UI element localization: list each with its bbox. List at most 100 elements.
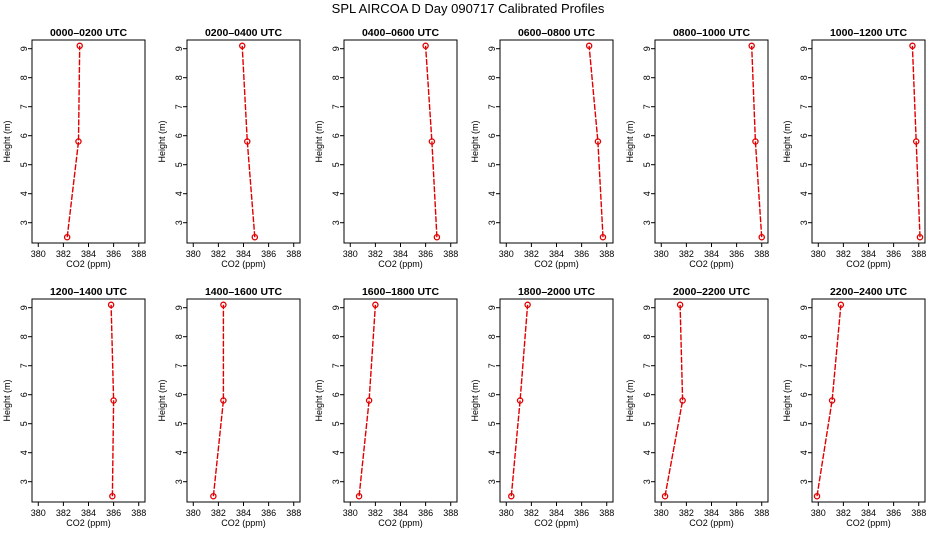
y-tick-label: 6 [19, 133, 29, 138]
plot-frame [654, 298, 769, 503]
x-tick-label: 384 [81, 249, 96, 259]
panel-title: 0400–0600 UTC [362, 27, 439, 39]
y-tick-label: 4 [331, 191, 341, 196]
y-tick-label: 8 [19, 75, 29, 80]
y-tick-label: 3 [19, 479, 29, 484]
profile-panel: 0600–0800 UTC 380 382 384 386 388 3 4 5 6 7 8 9 CO2 (… [470, 27, 614, 269]
x-tick-label: 388 [131, 508, 146, 518]
y-tick-label: 7 [487, 363, 497, 368]
panel-title: 0200–0400 UTC [205, 27, 282, 39]
x-tick-label: 382 [836, 508, 851, 518]
panel-title: 1000–1200 UTC [830, 27, 907, 39]
x-tick-label: 380 [654, 508, 669, 518]
x-axis-label: CO2 (ppm) [66, 518, 111, 528]
y-tick-label: 5 [19, 162, 29, 167]
y-tick-label: 6 [19, 392, 29, 397]
y-tick-label: 6 [487, 133, 497, 138]
x-tick-label: 386 [729, 249, 744, 259]
x-tick-label: 380 [499, 249, 514, 259]
y-tick-label: 3 [487, 479, 497, 484]
profile-panel: 0400–0600 UTC 380 382 384 386 388 3 4 5 6 7 8 9 CO2 (… [314, 27, 458, 269]
profile-line [212, 304, 225, 497]
profile-panel: 1400–1600 UTC 380 382 384 386 388 3 4 5 6 7 8 9 CO2 (… [157, 286, 301, 528]
x-tick-label: 388 [443, 249, 458, 259]
y-tick-label: 6 [331, 133, 341, 138]
y-tick-label: 9 [487, 305, 497, 310]
y-tick-label: 3 [331, 220, 341, 225]
y-tick-label: 4 [642, 450, 652, 455]
profile-line [664, 304, 684, 497]
x-tick-label: 380 [811, 249, 826, 259]
profile-point [110, 397, 117, 404]
y-tick-label: 4 [799, 191, 809, 196]
x-tick-label: 384 [549, 508, 564, 518]
x-tick-label: 382 [836, 249, 851, 259]
y-axis-label: Height (m) [782, 379, 792, 421]
y-tick-label: 9 [642, 305, 652, 310]
profile-point [244, 138, 251, 145]
y-tick-label: 8 [331, 334, 341, 339]
panel-title: 2000–2200 UTC [673, 286, 750, 298]
x-tick-label: 386 [418, 508, 433, 518]
y-tick-label: 5 [799, 162, 809, 167]
x-axis-label: CO2 (ppm) [378, 259, 423, 269]
x-tick-label: 384 [549, 249, 564, 259]
y-tick-label: 4 [174, 450, 184, 455]
x-tick-label: 384 [704, 249, 719, 259]
y-tick-label: 5 [487, 421, 497, 426]
y-tick-label: 4 [331, 450, 341, 455]
y-axis-label: Height (m) [2, 120, 12, 162]
x-tick-label: 386 [261, 508, 276, 518]
y-tick-label: 4 [487, 191, 497, 196]
y-tick-label: 8 [19, 334, 29, 339]
plot-frame [31, 298, 146, 503]
y-tick-label: 8 [487, 334, 497, 339]
x-tick-label: 386 [261, 249, 276, 259]
x-tick-label: 382 [368, 249, 383, 259]
y-tick-label: 8 [642, 75, 652, 80]
profile-point [837, 301, 845, 309]
profile-point [63, 233, 71, 241]
profile-line [424, 45, 438, 238]
profile-point [909, 42, 916, 50]
profile-line [241, 45, 256, 238]
y-tick-label: 5 [487, 162, 497, 167]
y-axis-label: Height (m) [2, 379, 12, 421]
y-tick-label: 7 [799, 104, 809, 109]
profile-point [372, 301, 379, 309]
y-tick-label: 3 [799, 479, 809, 484]
y-tick-label: 9 [174, 305, 184, 310]
profile-panel: 1200–1400 UTC 380 382 384 386 388 3 4 5 6 7 8 9 CO2 (… [2, 286, 146, 528]
y-tick-label: 9 [487, 46, 497, 51]
profile-line [110, 304, 115, 497]
x-axis-label: CO2 (ppm) [221, 518, 266, 528]
plot-frame [343, 39, 458, 244]
y-tick-label: 5 [174, 421, 184, 426]
y-tick-label: 7 [331, 104, 341, 109]
profile-point [109, 492, 116, 500]
profile-panel: 0000–0200 UTC 380 382 384 386 388 3 4 5 6 7 8 9 CO2 (… [2, 27, 146, 269]
y-tick-label: 9 [331, 46, 341, 51]
profile-point [912, 138, 920, 145]
x-tick-label: 380 [31, 249, 46, 259]
profile-point [516, 397, 524, 404]
y-tick-label: 7 [642, 104, 652, 109]
profile-panel: 1800–2000 UTC 380 382 384 386 388 3 4 5 6 7 8 9 CO2 (… [470, 286, 614, 528]
x-tick-label: 384 [236, 249, 251, 259]
x-axis-label: CO2 (ppm) [689, 518, 734, 528]
profile-point [75, 138, 82, 145]
profile-point [251, 233, 259, 241]
y-tick-label: 3 [174, 220, 184, 225]
profile-point [748, 42, 755, 50]
plot-frame [499, 39, 614, 244]
profile-point [76, 42, 83, 50]
profile-point [916, 233, 924, 241]
x-tick-label: 380 [31, 508, 46, 518]
figure-title: SPL AIRCOA D Day 090717 Calibrated Profi… [332, 1, 605, 16]
plot-frame [811, 39, 926, 244]
x-tick-label: 386 [729, 508, 744, 518]
profile-point [422, 42, 429, 50]
y-axis-label: Height (m) [314, 379, 324, 421]
profile-line [510, 304, 529, 497]
y-tick-label: 8 [799, 75, 809, 80]
